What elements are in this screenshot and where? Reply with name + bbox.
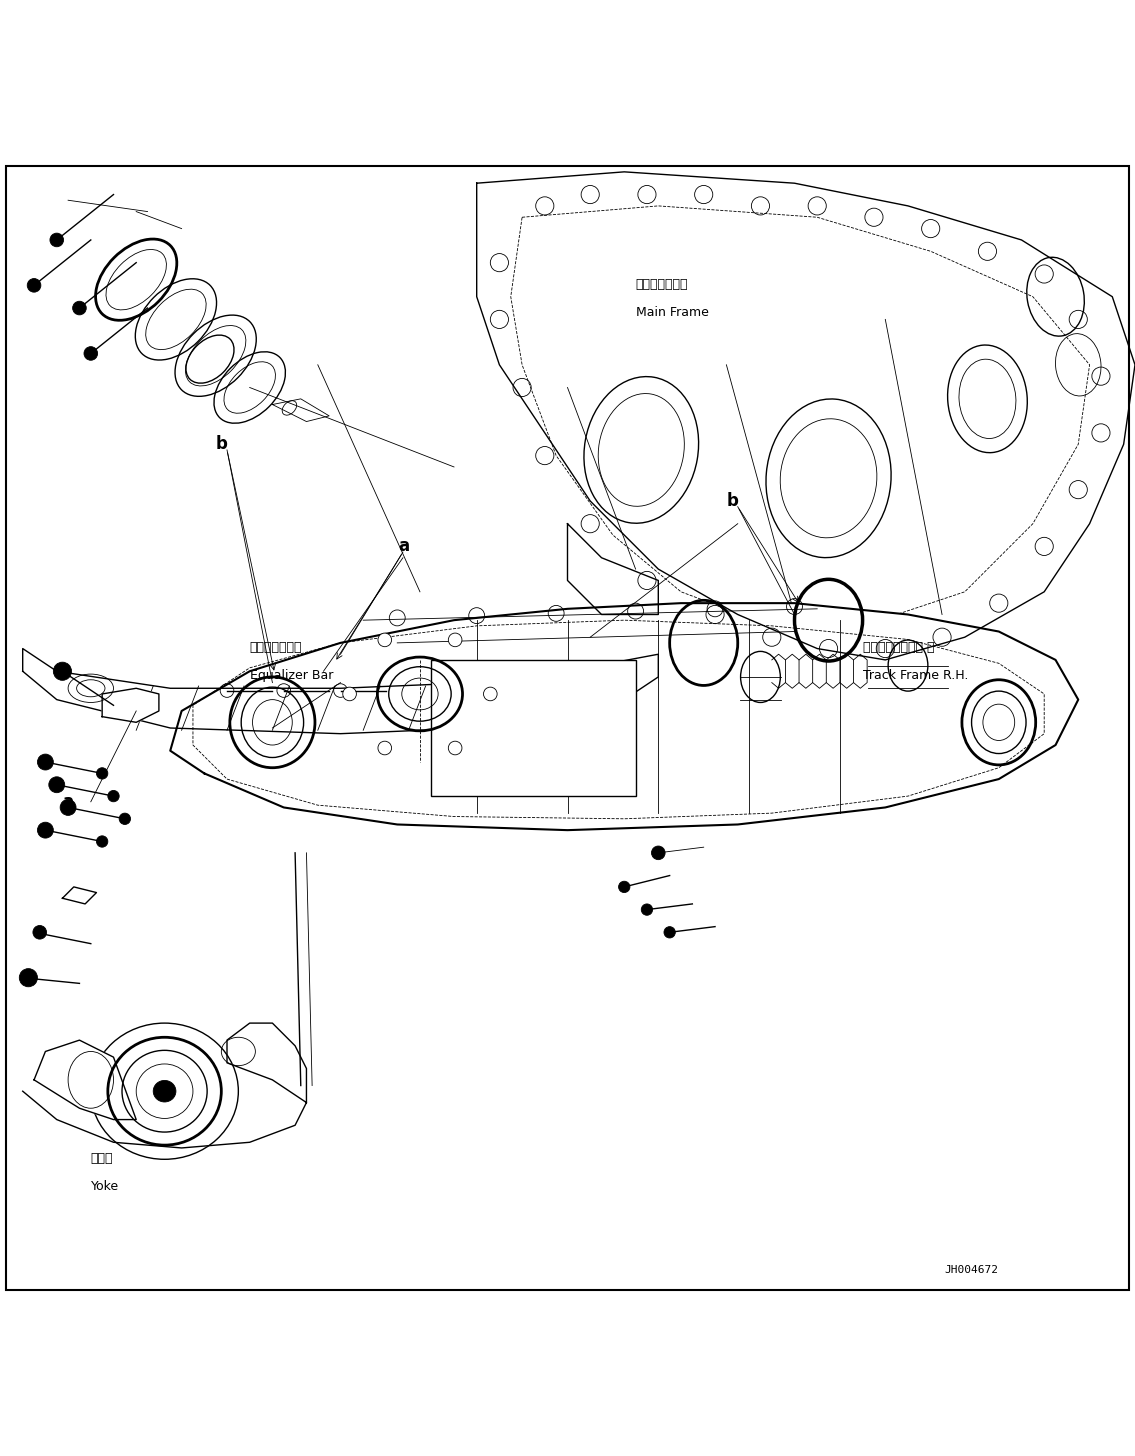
Text: Track Frame R.H.: Track Frame R.H. (863, 668, 968, 681)
Text: メインフレーム: メインフレーム (636, 278, 688, 291)
Circle shape (664, 926, 675, 938)
Text: ヨーク: ヨーク (91, 1152, 114, 1165)
Polygon shape (34, 1040, 136, 1120)
Text: Yoke: Yoke (91, 1179, 119, 1192)
Circle shape (343, 687, 356, 700)
Text: トラックフレーム 右: トラックフレーム 右 (863, 641, 934, 654)
Ellipse shape (153, 1080, 176, 1102)
Text: a: a (398, 537, 410, 555)
Text: JH004672: JH004672 (944, 1265, 999, 1275)
Text: b: b (216, 435, 227, 453)
Text: a: a (62, 792, 74, 811)
Text: Main Frame: Main Frame (636, 306, 708, 319)
Circle shape (108, 791, 119, 802)
Circle shape (19, 968, 37, 987)
Circle shape (448, 633, 462, 646)
Circle shape (53, 662, 72, 680)
Bar (431, 660, 636, 796)
Circle shape (37, 754, 53, 770)
Text: b: b (726, 492, 738, 510)
Circle shape (96, 836, 108, 847)
Polygon shape (23, 648, 658, 734)
Circle shape (619, 881, 630, 893)
Circle shape (484, 687, 497, 700)
Circle shape (119, 812, 131, 824)
Circle shape (378, 633, 392, 646)
Polygon shape (102, 689, 159, 722)
Circle shape (641, 904, 653, 916)
Text: Equalizer Bar: Equalizer Bar (250, 668, 333, 681)
Circle shape (37, 823, 53, 839)
Circle shape (96, 767, 108, 779)
Polygon shape (62, 887, 96, 904)
Polygon shape (170, 603, 1078, 830)
Circle shape (50, 233, 64, 246)
Circle shape (49, 778, 65, 792)
Circle shape (651, 846, 665, 859)
Circle shape (448, 741, 462, 754)
Circle shape (84, 347, 98, 360)
Circle shape (33, 926, 47, 939)
Circle shape (378, 741, 392, 754)
Circle shape (27, 278, 41, 293)
Circle shape (73, 301, 86, 314)
Circle shape (60, 799, 76, 815)
Text: イコライザバー: イコライザバー (250, 641, 302, 654)
